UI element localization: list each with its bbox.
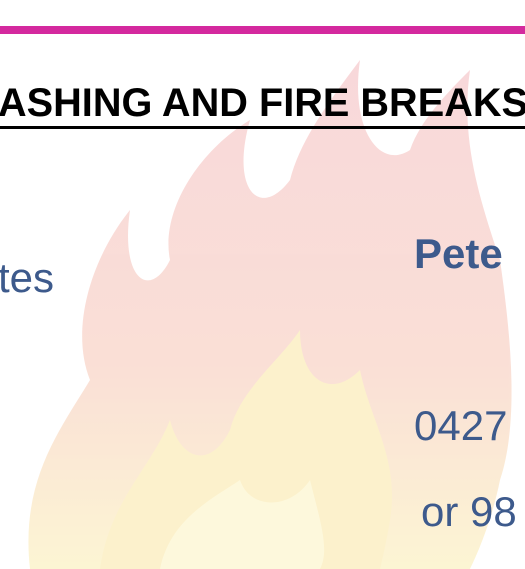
accent-bar (0, 26, 525, 34)
slide-title: ASHING AND FIRE BREAKS (0, 81, 525, 125)
contact-alt-phone: or 98 (421, 488, 517, 535)
title-underline (0, 126, 525, 129)
contact-phone: 0427 (414, 402, 507, 449)
flame-background (28, 60, 512, 569)
contact-name: Pete (414, 230, 503, 277)
left-text: tes (0, 254, 54, 301)
